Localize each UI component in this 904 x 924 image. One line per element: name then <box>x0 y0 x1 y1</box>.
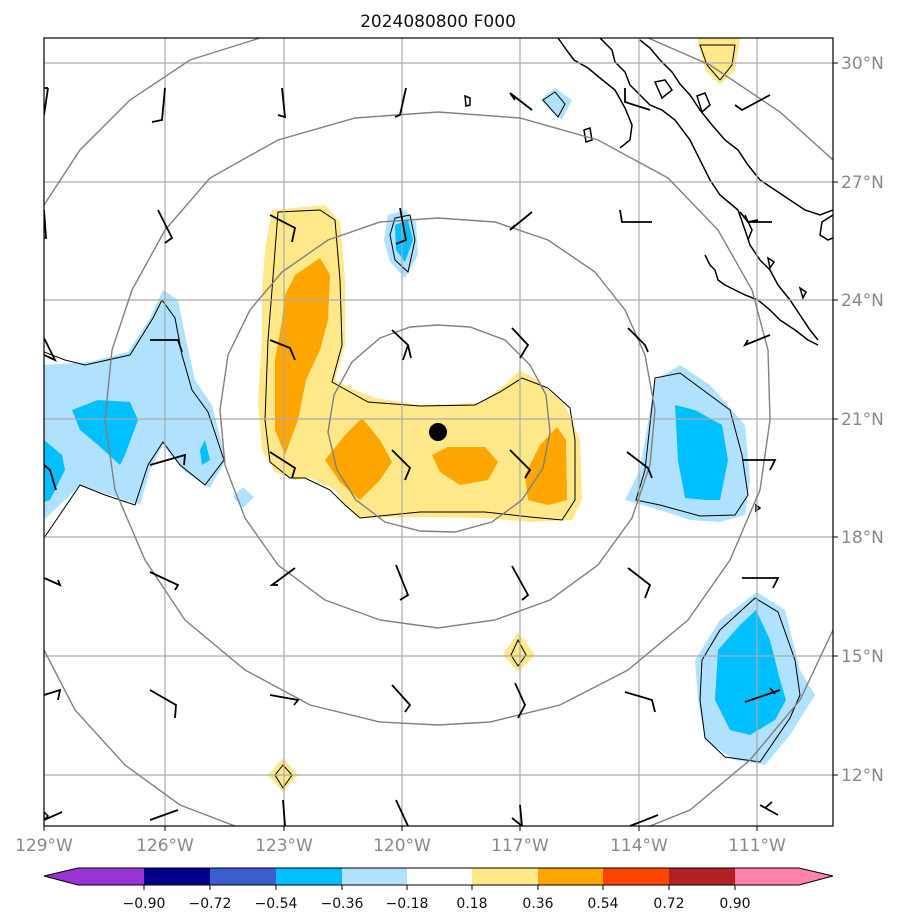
colorbar-arrow-right <box>799 868 833 885</box>
colorbar-tick-label: 0.36 <box>522 896 553 912</box>
lon-label: 126°W <box>136 836 194 856</box>
colorbar-arrow-left <box>44 868 78 885</box>
range-rings <box>44 38 833 826</box>
colorbar-segment <box>735 868 799 885</box>
colorbar-tick-label: 0.18 <box>456 896 487 912</box>
negative-blue-fill <box>44 220 786 735</box>
lon-label: 123°W <box>255 836 313 856</box>
lat-label: 30°N <box>841 54 884 74</box>
colorbar-segment <box>538 868 603 885</box>
colorbar-segment <box>210 868 276 885</box>
lat-label: 24°N <box>841 291 884 311</box>
colorbar-segment <box>407 868 472 885</box>
colorbar-segment <box>78 868 144 885</box>
colorbar-tick-label: −0.36 <box>321 896 364 912</box>
colorbar-segment <box>276 868 342 885</box>
lon-label: 129°W <box>15 836 73 856</box>
colorbar-tick-label: −0.18 <box>386 896 429 912</box>
lat-label: 27°N <box>841 173 884 193</box>
map-area <box>44 38 833 826</box>
storm-center-marker <box>429 423 447 441</box>
colorbar-tick-label: −0.54 <box>255 896 298 912</box>
colorbar-tick-label: 0.72 <box>653 896 684 912</box>
graticule <box>44 38 833 826</box>
lat-label: 21°N <box>841 410 884 430</box>
colorbar-tick-label: 0.90 <box>719 896 750 912</box>
lon-label: 111°W <box>728 836 786 856</box>
colorbar-tick-label: 0.54 <box>587 896 618 912</box>
colorbar-segment <box>144 868 210 885</box>
colorbar-segment <box>472 868 538 885</box>
colorbar: −0.90 −0.72 −0.54 −0.36 −0.18 0.18 0.36 … <box>43 867 834 912</box>
colorbar-tick-label: −0.90 <box>123 896 166 912</box>
lat-label: 12°N <box>841 766 884 786</box>
longitude-axis: 129°W 126°W 123°W 120°W 117°W 114°W 111°… <box>15 826 786 856</box>
map-title: 2024080800 F000 <box>360 12 516 32</box>
wind-barbs <box>44 87 781 826</box>
latitude-axis: 30°N 27°N 24°N 21°N 18°N 15°N 12°N <box>833 54 884 786</box>
map-frame <box>43 37 834 827</box>
colorbar-tick-label: −0.72 <box>189 896 232 912</box>
coastline <box>44 38 833 822</box>
colorbar-segment <box>603 868 669 885</box>
lat-label: 15°N <box>841 647 884 667</box>
lon-label: 114°W <box>610 836 668 856</box>
lon-label: 117°W <box>491 836 549 856</box>
colorbar-segment <box>342 868 407 885</box>
colorbar-segment <box>669 868 735 885</box>
lon-label: 120°W <box>373 836 431 856</box>
lat-label: 18°N <box>841 528 884 548</box>
positive-orange-fill <box>275 258 567 505</box>
